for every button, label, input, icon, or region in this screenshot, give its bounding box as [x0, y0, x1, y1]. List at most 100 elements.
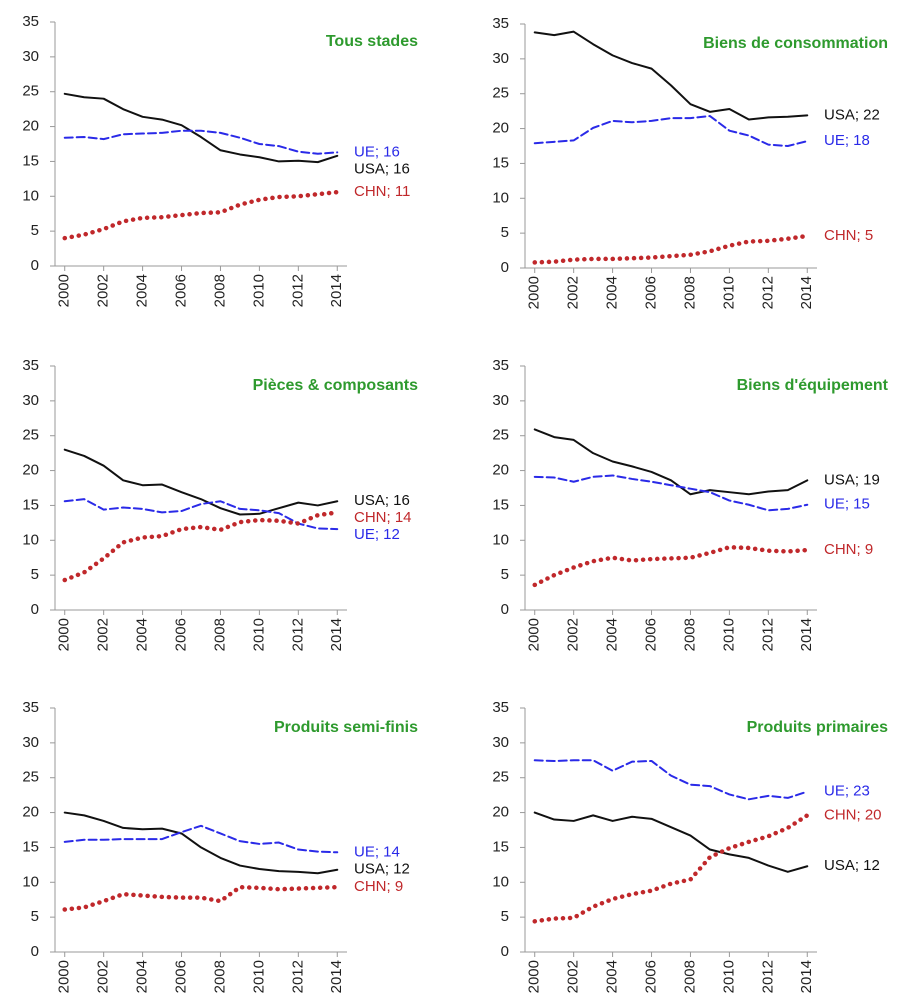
chart-title: Pièces & composants [253, 377, 419, 394]
chart-title: Produits semi-finis [274, 719, 418, 736]
panel: 0 5 10 15 20 25 30 35 2000 2002 2004 2006 2008 2010 20… [22, 357, 418, 651]
series-line [62, 510, 340, 583]
y-tick-label: 30 [22, 734, 39, 751]
x-tick-label: 2000 [526, 618, 543, 651]
end-label: UE; 18 [824, 132, 870, 149]
x-tick-label: 2004 [604, 276, 621, 309]
x-tick-label: 2002 [565, 618, 582, 651]
series-line [63, 811, 339, 875]
y-tick-label: 15 [492, 154, 509, 171]
x-tick-label: 2014 [798, 960, 815, 993]
series-line [63, 92, 339, 164]
end-label: UE; 23 [824, 783, 870, 800]
end-label: UE; 14 [354, 843, 400, 860]
x-tick-label: 2012 [759, 618, 776, 651]
x-tick-label: 2010 [250, 960, 267, 993]
x-tick-label: 2010 [720, 276, 737, 309]
x-tick-label: 2008 [211, 960, 228, 993]
series-line [532, 233, 810, 265]
y-tick-label: 5 [501, 566, 509, 583]
end-label: USA; 16 [354, 160, 410, 177]
x-tick-label: 2010 [720, 618, 737, 651]
x-tick-label: 2000 [56, 960, 73, 993]
end-label: USA; 12 [354, 861, 410, 878]
x-tick-label: 2012 [289, 274, 306, 307]
y-tick-label: 30 [492, 50, 509, 67]
x-tick-label: 2004 [134, 274, 151, 307]
end-label: USA; 12 [824, 857, 880, 874]
x-tick-label: 2004 [134, 960, 151, 993]
series-line [62, 884, 340, 912]
y-tick-label: 30 [492, 392, 509, 409]
x-tick-label: 2012 [289, 960, 306, 993]
y-tick-label: 0 [501, 943, 509, 960]
x-tick-label: 2006 [173, 618, 190, 651]
x-tick-label: 2006 [173, 274, 190, 307]
x-tick-label: 2000 [56, 618, 73, 651]
x-tick-label: 2002 [95, 274, 112, 307]
series-line [533, 811, 809, 873]
x-tick-label: 2000 [526, 276, 543, 309]
x-tick-label: 2014 [798, 618, 815, 651]
y-tick-label: 10 [492, 189, 509, 206]
x-tick-label: 2000 [526, 960, 543, 993]
x-tick-label: 2010 [720, 960, 737, 993]
series-line [533, 759, 809, 801]
y-tick-label: 20 [22, 462, 39, 479]
y-tick-label: 35 [492, 15, 509, 32]
y-tick-label: 20 [22, 118, 39, 135]
y-tick-label: 35 [492, 699, 509, 716]
x-tick-label: 2010 [250, 618, 267, 651]
y-tick-label: 20 [492, 804, 509, 821]
x-tick-label: 2006 [643, 618, 660, 651]
y-tick-label: 10 [492, 531, 509, 548]
y-tick-label: 25 [22, 83, 39, 100]
x-tick-label: 2010 [250, 274, 267, 307]
y-tick-label: 20 [492, 120, 509, 137]
y-tick-label: 25 [22, 769, 39, 786]
series-line [532, 813, 810, 924]
series-line [62, 189, 340, 241]
y-tick-label: 20 [492, 462, 509, 479]
panel: 0 5 10 15 20 25 30 35 2000 2002 2004 2006 2008 2010 20… [22, 13, 418, 307]
y-tick-label: 5 [31, 566, 39, 583]
y-tick-label: 25 [492, 769, 509, 786]
x-tick-label: 2006 [173, 960, 190, 993]
chart-title: Biens de consommation [703, 35, 888, 52]
end-label: CHN; 11 [354, 183, 410, 200]
end-label: UE; 12 [354, 526, 400, 543]
series-line [533, 428, 809, 496]
y-tick-label: 15 [492, 838, 509, 855]
end-label: CHN; 5 [824, 227, 873, 244]
x-tick-label: 2012 [759, 960, 776, 993]
x-tick-label: 2014 [328, 960, 345, 993]
x-tick-label: 2004 [604, 960, 621, 993]
y-tick-label: 10 [22, 531, 39, 548]
x-tick-label: 2012 [289, 618, 306, 651]
chart-title: Tous stades [326, 33, 418, 50]
x-tick-label: 2004 [134, 618, 151, 651]
y-tick-label: 35 [22, 699, 39, 716]
x-tick-label: 2008 [681, 960, 698, 993]
y-tick-label: 15 [492, 496, 509, 513]
end-label: USA; 19 [824, 471, 880, 488]
panel: 0 5 10 15 20 25 30 35 2000 2002 2004 2006 2008 2010 20… [492, 357, 888, 651]
x-tick-label: 2008 [681, 618, 698, 651]
x-tick-label: 2002 [565, 276, 582, 309]
series-line [533, 474, 809, 512]
x-tick-label: 2002 [565, 960, 582, 993]
series-line [63, 498, 339, 531]
y-tick-label: 0 [31, 257, 39, 274]
y-tick-label: 5 [31, 908, 39, 925]
x-tick-label: 2008 [211, 618, 228, 651]
end-label: CHN; 9 [354, 878, 403, 895]
end-label: USA; 16 [354, 492, 410, 509]
y-tick-label: 0 [31, 943, 39, 960]
chart-title: Produits primaires [747, 719, 888, 736]
y-tick-label: 15 [22, 496, 39, 513]
y-tick-label: 30 [22, 392, 39, 409]
y-tick-label: 0 [501, 259, 509, 276]
y-tick-label: 10 [22, 187, 39, 204]
